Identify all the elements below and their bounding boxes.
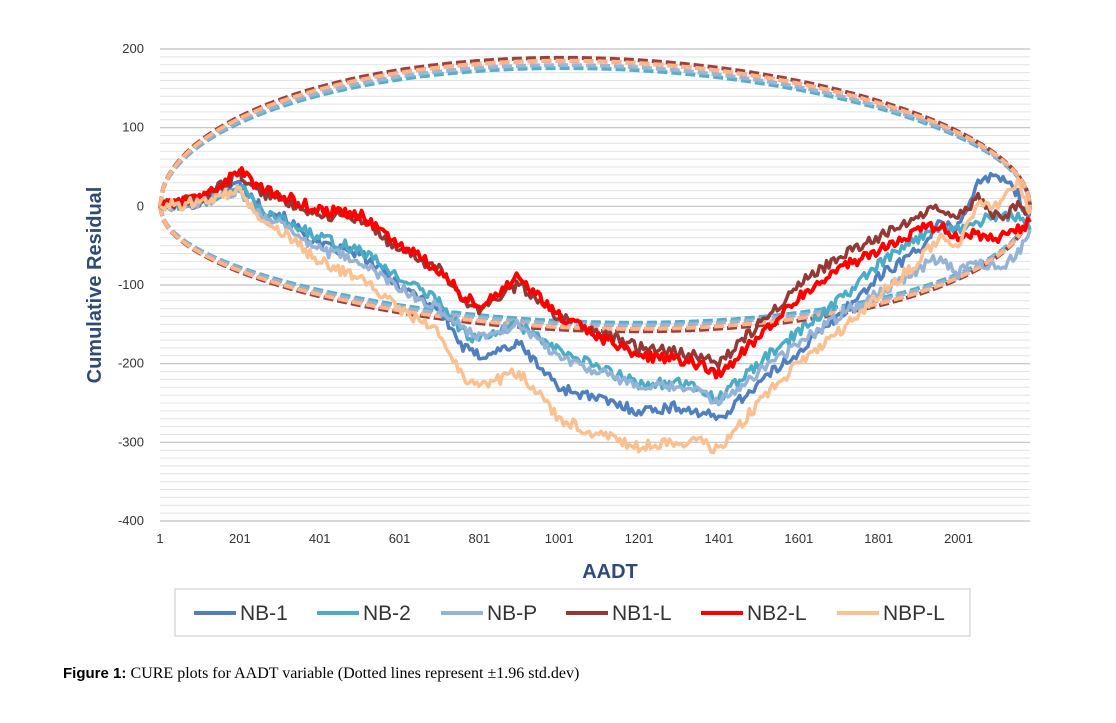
series-line-nb-1 <box>158 171 1032 422</box>
y-axis-title: Cumulative Residual <box>84 187 106 384</box>
legend: NB-1 NB-2 NB-P NB1-L NB2-L NBP-L <box>194 602 945 625</box>
lower-bound-line <box>158 205 1032 328</box>
y-axis-ticks: 200 100 0 -100 -200 -300 -400 <box>118 41 144 528</box>
y-tick-label: -200 <box>118 356 144 371</box>
x-tick-label: 1001 <box>545 531 574 546</box>
upper-bound-line <box>158 66 1032 207</box>
y-tick-label: 100 <box>122 120 144 135</box>
grid <box>160 48 1030 522</box>
upper-bound-line <box>158 58 1032 207</box>
series-line-nb2-l <box>158 166 1032 380</box>
x-tick-label: 601 <box>389 531 411 546</box>
x-tick-label: 1601 <box>784 531 813 546</box>
y-tick-label: -400 <box>118 513 144 528</box>
series-line-nbp-l <box>159 176 1032 455</box>
upper-bound-line <box>158 58 1032 207</box>
y-tick-label: -100 <box>118 277 144 292</box>
caption-text: CURE plots for AADT variable (Dotted lin… <box>130 665 580 682</box>
x-tick-label: 1401 <box>705 531 734 546</box>
x-tick-label: 2001 <box>944 531 973 546</box>
x-tick-label: 1 <box>156 531 163 546</box>
legend-label: NB-2 <box>363 602 411 625</box>
legend-label: NB-1 <box>240 602 288 625</box>
figure-caption: Figure 1: CURE plots for AADT variable (… <box>63 665 579 683</box>
series-lines <box>158 166 1032 455</box>
y-tick-label: 0 <box>137 198 144 213</box>
y-tick-label: 200 <box>122 41 144 56</box>
x-axis-ticks: 1 201 401 601 801 1001 1201 1401 1601 1801 2001 <box>156 531 973 546</box>
x-axis-title: AADT <box>582 561 638 583</box>
x-tick-label: 1201 <box>625 531 654 546</box>
x-tick-label: 801 <box>469 531 491 546</box>
legend-box <box>174 588 971 637</box>
legend-label: NB2-L <box>747 602 807 625</box>
x-tick-label: 201 <box>229 531 251 546</box>
x-tick-label: 401 <box>309 531 331 546</box>
series-line-nb-2 <box>158 184 1032 405</box>
x-tick-label: 1801 <box>864 531 893 546</box>
legend-label: NB-P <box>487 602 537 625</box>
legend-label: NBP-L <box>883 602 945 625</box>
caption-label: Figure 1: <box>63 665 127 682</box>
y-tick-label: -300 <box>118 434 144 449</box>
legend-label: NB1-L <box>612 602 672 625</box>
upper-bound-line <box>158 55 1032 207</box>
series-line-nb-p <box>158 184 1032 407</box>
